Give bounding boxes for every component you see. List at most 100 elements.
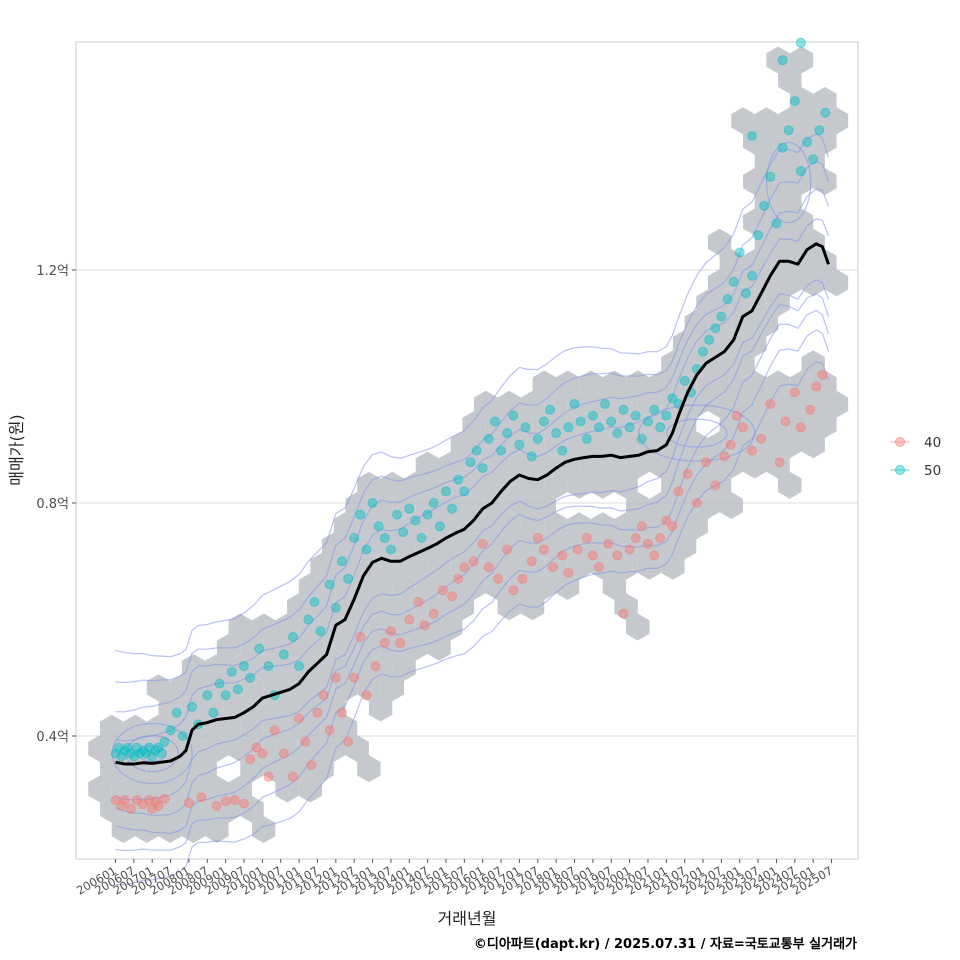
- point-40: [404, 614, 415, 625]
- hexbin-cell: [684, 512, 708, 540]
- hexbin-cell: [813, 87, 837, 114]
- hexbin-cell: [544, 431, 568, 459]
- density-contour: [115, 329, 830, 852]
- hexbin-cell: [135, 816, 159, 843]
- hexbin-cell: [158, 694, 182, 722]
- hexbin-cell: [450, 552, 475, 580]
- hexbin-cell: [497, 593, 521, 621]
- point-40: [603, 538, 614, 549]
- hexbin-cell: [509, 492, 533, 519]
- point-50: [141, 748, 152, 759]
- point-40: [324, 725, 335, 736]
- density-contour: [115, 218, 830, 742]
- point-40: [618, 608, 629, 619]
- legend-key-50: [895, 465, 905, 475]
- point-50: [373, 521, 384, 532]
- point-50: [349, 533, 360, 543]
- point-50: [361, 544, 372, 555]
- hexbin-cell: [661, 552, 685, 580]
- hexbin-cell: [298, 694, 323, 722]
- hexbin-cell: [789, 46, 814, 74]
- point-40: [642, 538, 653, 549]
- hexbin-cell: [532, 492, 556, 519]
- hexbin-cell: [333, 714, 358, 742]
- point-50: [795, 166, 806, 176]
- point-50: [520, 422, 531, 433]
- point-50: [532, 433, 543, 444]
- hexbin-cell: [462, 532, 486, 560]
- point-50: [447, 503, 458, 514]
- hexbin-cell: [789, 370, 814, 398]
- point-40: [453, 573, 464, 584]
- hexbin-cell: [404, 512, 428, 540]
- point-50: [661, 410, 672, 421]
- point-50: [655, 422, 666, 433]
- point-40: [119, 795, 130, 806]
- density-contours: [111, 133, 830, 886]
- point-40: [245, 754, 256, 765]
- hexbin-cell: [813, 168, 837, 195]
- hexbin-cell: [263, 633, 288, 661]
- hexbin-cell: [591, 431, 615, 459]
- hexbin-cell: [240, 674, 264, 702]
- hexbin-cell: [637, 390, 662, 418]
- hexbin-cell: [532, 370, 556, 398]
- hexbin-cell: [731, 107, 755, 135]
- hexbin-cell: [474, 512, 498, 540]
- point-50: [483, 433, 494, 444]
- point-50: [679, 375, 690, 386]
- hexbin-cell: [520, 552, 545, 580]
- point-50: [808, 154, 819, 165]
- hexbin-cell: [275, 654, 299, 681]
- hexbin-cell: [719, 249, 743, 276]
- point-40: [300, 736, 311, 747]
- hexbin-cell: [614, 390, 638, 418]
- point-50: [489, 416, 500, 427]
- point-50: [624, 422, 635, 433]
- point-50: [747, 270, 757, 281]
- legend-key-40: [895, 437, 905, 447]
- point-50: [367, 498, 378, 508]
- hexbin-cell: [532, 532, 556, 560]
- y-axis-ticks: 0.4억 0.8억 1.2억: [36, 264, 76, 745]
- point-50: [783, 125, 794, 136]
- density-contour: [115, 160, 830, 684]
- point-50: [147, 751, 158, 762]
- point-40: [251, 742, 262, 753]
- point-50: [398, 527, 409, 538]
- hexbin-cell: [310, 714, 334, 742]
- hexbin-cell: [801, 107, 825, 135]
- point-40: [336, 707, 347, 718]
- point-40: [413, 597, 424, 607]
- point-40: [125, 803, 136, 814]
- hexbin-cell: [158, 735, 182, 762]
- point-50: [642, 416, 653, 427]
- point-40: [805, 404, 816, 415]
- hexbin-cell: [287, 755, 311, 783]
- point-40: [211, 800, 222, 811]
- density-contour: [115, 279, 830, 801]
- point-40: [349, 672, 360, 683]
- hexbin-cell: [228, 654, 252, 681]
- density-contour: [111, 722, 193, 785]
- hexbin-cell: [345, 735, 369, 762]
- hexbin-cell: [556, 370, 580, 398]
- hexbin-cell: [626, 613, 650, 641]
- point-50: [765, 171, 776, 182]
- point-40: [370, 661, 381, 672]
- hexbin-cell: [509, 451, 533, 479]
- hexbin-cell: [789, 127, 814, 155]
- hexbin-cell: [567, 552, 591, 580]
- hexbin-cell: [824, 269, 849, 297]
- hexbin-cell: [474, 431, 498, 459]
- point-50: [612, 428, 623, 439]
- point-50: [581, 433, 592, 444]
- hexbin-cell: [100, 714, 124, 742]
- hexbin-cell: [696, 330, 720, 357]
- y-axis-title: 매매가(원): [7, 414, 26, 485]
- point-50: [545, 404, 555, 415]
- point-50: [777, 142, 788, 153]
- point-50: [416, 533, 427, 543]
- point-50: [422, 509, 433, 520]
- density-contour: [638, 404, 756, 462]
